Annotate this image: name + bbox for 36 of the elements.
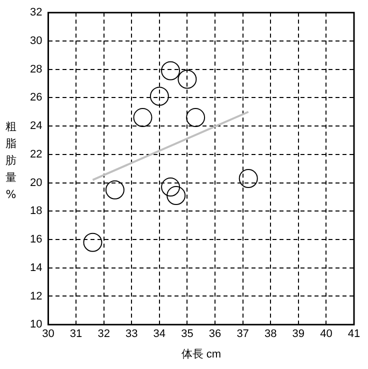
x-tick-label: 32: [98, 328, 110, 340]
y-tick-label: 30: [30, 34, 42, 47]
point: [238, 169, 258, 188]
x-tick-label: 40: [320, 328, 332, 340]
point: [150, 86, 169, 106]
point: [83, 232, 102, 252]
point: [105, 180, 124, 200]
y-tick-label: 26: [30, 92, 42, 104]
y-tick-label: 16: [30, 234, 42, 246]
x-tick-label: 31: [70, 328, 82, 340]
x-tick-label: 34: [153, 328, 166, 340]
point: [161, 178, 180, 197]
y-tick-label: 28: [30, 63, 42, 76]
x-tick-label: 39: [292, 328, 305, 340]
y-tick-label: 14: [30, 262, 42, 274]
x-tick-label: 41: [348, 328, 360, 340]
x-axis-title: 体長 cm: [181, 348, 221, 360]
point: [178, 70, 197, 89]
x-tick-label: 33: [126, 328, 138, 340]
y-tick-label: 12: [30, 290, 42, 302]
y-tick-label: 20: [30, 176, 42, 189]
x-tick-label: 37: [236, 328, 249, 340]
y-tick-label: 24: [30, 120, 42, 132]
y-axis-title: 粗脂肪量%: [5, 119, 17, 203]
x-tick-label: 38: [264, 328, 277, 340]
point: [186, 108, 206, 128]
x-tick-label: 30: [42, 328, 54, 340]
x-tick-label: 36: [208, 328, 222, 340]
y-tick-label: 32: [30, 6, 42, 19]
y-tick-label: 22: [30, 148, 42, 160]
x-tick-label: 35: [181, 328, 194, 340]
y-tick-label: 18: [30, 205, 42, 218]
point: [166, 186, 186, 206]
point: [133, 108, 152, 128]
point: [161, 61, 180, 80]
y-tick-label: 10: [30, 318, 42, 331]
